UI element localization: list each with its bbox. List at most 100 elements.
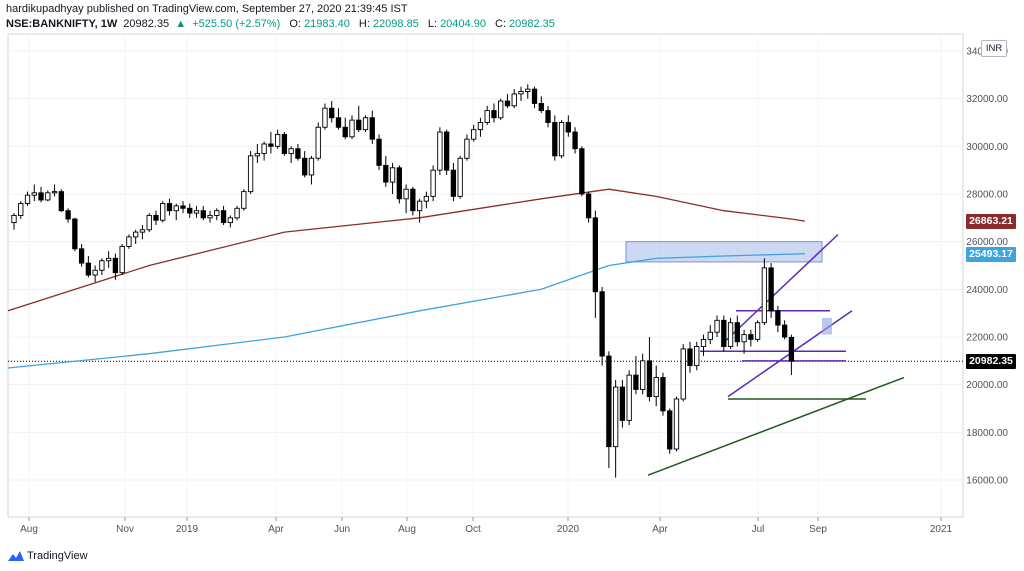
candle xyxy=(484,105,490,125)
candle xyxy=(18,201,24,220)
candle-body-down xyxy=(383,164,389,183)
candle xyxy=(139,224,146,240)
tradingview-brand[interactable]: TradingView xyxy=(27,550,88,562)
candle xyxy=(471,124,477,142)
rising-support-line xyxy=(647,376,905,476)
candle xyxy=(626,370,632,426)
candle xyxy=(268,132,274,154)
candle xyxy=(166,198,173,216)
candle xyxy=(667,408,673,454)
candle-body-up xyxy=(477,122,484,131)
candle-body-down xyxy=(660,377,666,412)
candle-body-down xyxy=(788,336,795,362)
candle-body-down xyxy=(646,360,653,398)
candle-body-down xyxy=(633,374,639,390)
candle-body-down xyxy=(410,188,416,212)
candle xyxy=(511,89,517,109)
candle xyxy=(308,155,315,185)
candle-body-up xyxy=(511,93,517,107)
candle xyxy=(443,129,450,175)
candle xyxy=(72,217,78,252)
price-tick-label: 18000.00 xyxy=(966,428,1008,439)
candle xyxy=(193,205,200,218)
time-tick-label: 2021 xyxy=(930,524,953,535)
candle-body-down xyxy=(200,210,206,219)
candle-body-up xyxy=(45,192,51,201)
candle-body-up xyxy=(126,236,132,247)
candle xyxy=(531,86,538,109)
candle-body-up xyxy=(160,203,166,221)
candle-body-up xyxy=(308,157,315,176)
candle-body-down xyxy=(329,107,335,119)
candle-body-down xyxy=(335,117,342,128)
candle-body-up xyxy=(119,245,125,274)
candle xyxy=(477,117,484,137)
candle xyxy=(585,191,592,223)
candle xyxy=(85,255,92,278)
candle-body-up xyxy=(133,231,139,238)
candle-body-up xyxy=(247,155,254,193)
candle xyxy=(45,190,51,202)
candle-body-down xyxy=(78,248,85,264)
candle xyxy=(173,203,179,221)
price-tick-label: 16000.00 xyxy=(966,476,1008,487)
candle-body-up xyxy=(349,119,355,138)
candle-body-up xyxy=(288,148,294,154)
change-value: ▲ +525.50 (+2.57%) xyxy=(175,18,283,30)
time-tick-label: Oct xyxy=(465,524,481,535)
candle-body-down xyxy=(450,169,457,197)
candle-body-down xyxy=(220,210,227,224)
candle xyxy=(99,258,105,276)
candle-body-down xyxy=(579,148,585,195)
time-tick-label: 2020 xyxy=(557,524,580,535)
currency-button[interactable]: INR xyxy=(981,40,1007,57)
candle-body-up xyxy=(105,257,112,262)
candle-body-up xyxy=(261,143,267,154)
time-tick-label: Aug xyxy=(398,524,416,535)
candle-body-up xyxy=(315,126,321,159)
candle xyxy=(349,115,355,140)
last-price-tag: 20982.35 xyxy=(966,354,1016,369)
candle xyxy=(579,146,585,197)
candle xyxy=(362,115,369,133)
candle xyxy=(464,134,470,161)
candle-body-up xyxy=(193,210,200,214)
candle xyxy=(538,96,544,113)
candle-body-up xyxy=(484,110,490,123)
candle xyxy=(606,351,612,469)
candle-body-up xyxy=(423,195,430,202)
ma-red-line xyxy=(7,188,805,312)
ma-blue-price-tag: 25493.17 xyxy=(966,247,1016,262)
time-tick-label: 2019 xyxy=(176,524,199,535)
candle xyxy=(525,84,531,99)
tradingview-logo-icon[interactable] xyxy=(7,549,25,563)
candle-body-up xyxy=(99,260,105,271)
published-by-text: hardikupadhyay published on TradingView.… xyxy=(6,3,408,15)
price-tick-label: 20000.00 xyxy=(966,380,1008,391)
candle xyxy=(545,105,551,128)
candle-body-down xyxy=(775,310,781,326)
candle xyxy=(288,146,294,164)
candle xyxy=(646,337,653,402)
chart-header: hardikupadhyay published on TradingView.… xyxy=(0,0,1024,34)
time-tick-label: Apr xyxy=(268,524,284,535)
candle xyxy=(410,186,416,216)
candle-body-up xyxy=(139,229,146,233)
symbol-interval[interactable]: NSE:BANKNIFTY, 1W xyxy=(6,18,118,30)
candle xyxy=(430,165,436,202)
candles xyxy=(11,84,795,478)
candle xyxy=(565,115,571,137)
candle-body-down xyxy=(281,133,288,154)
candle-body-up xyxy=(612,386,619,448)
candle-body-down xyxy=(748,334,754,340)
close-label: C: xyxy=(495,18,507,30)
time-tick-label: Sep xyxy=(809,524,827,535)
candle-body-up xyxy=(673,398,680,450)
candle xyxy=(234,205,240,221)
price-tick-label: 24000.00 xyxy=(966,285,1008,296)
candle-body-up xyxy=(437,131,443,171)
candle-body-up xyxy=(207,214,213,219)
candle-body-down xyxy=(302,157,308,176)
candle xyxy=(78,244,85,267)
